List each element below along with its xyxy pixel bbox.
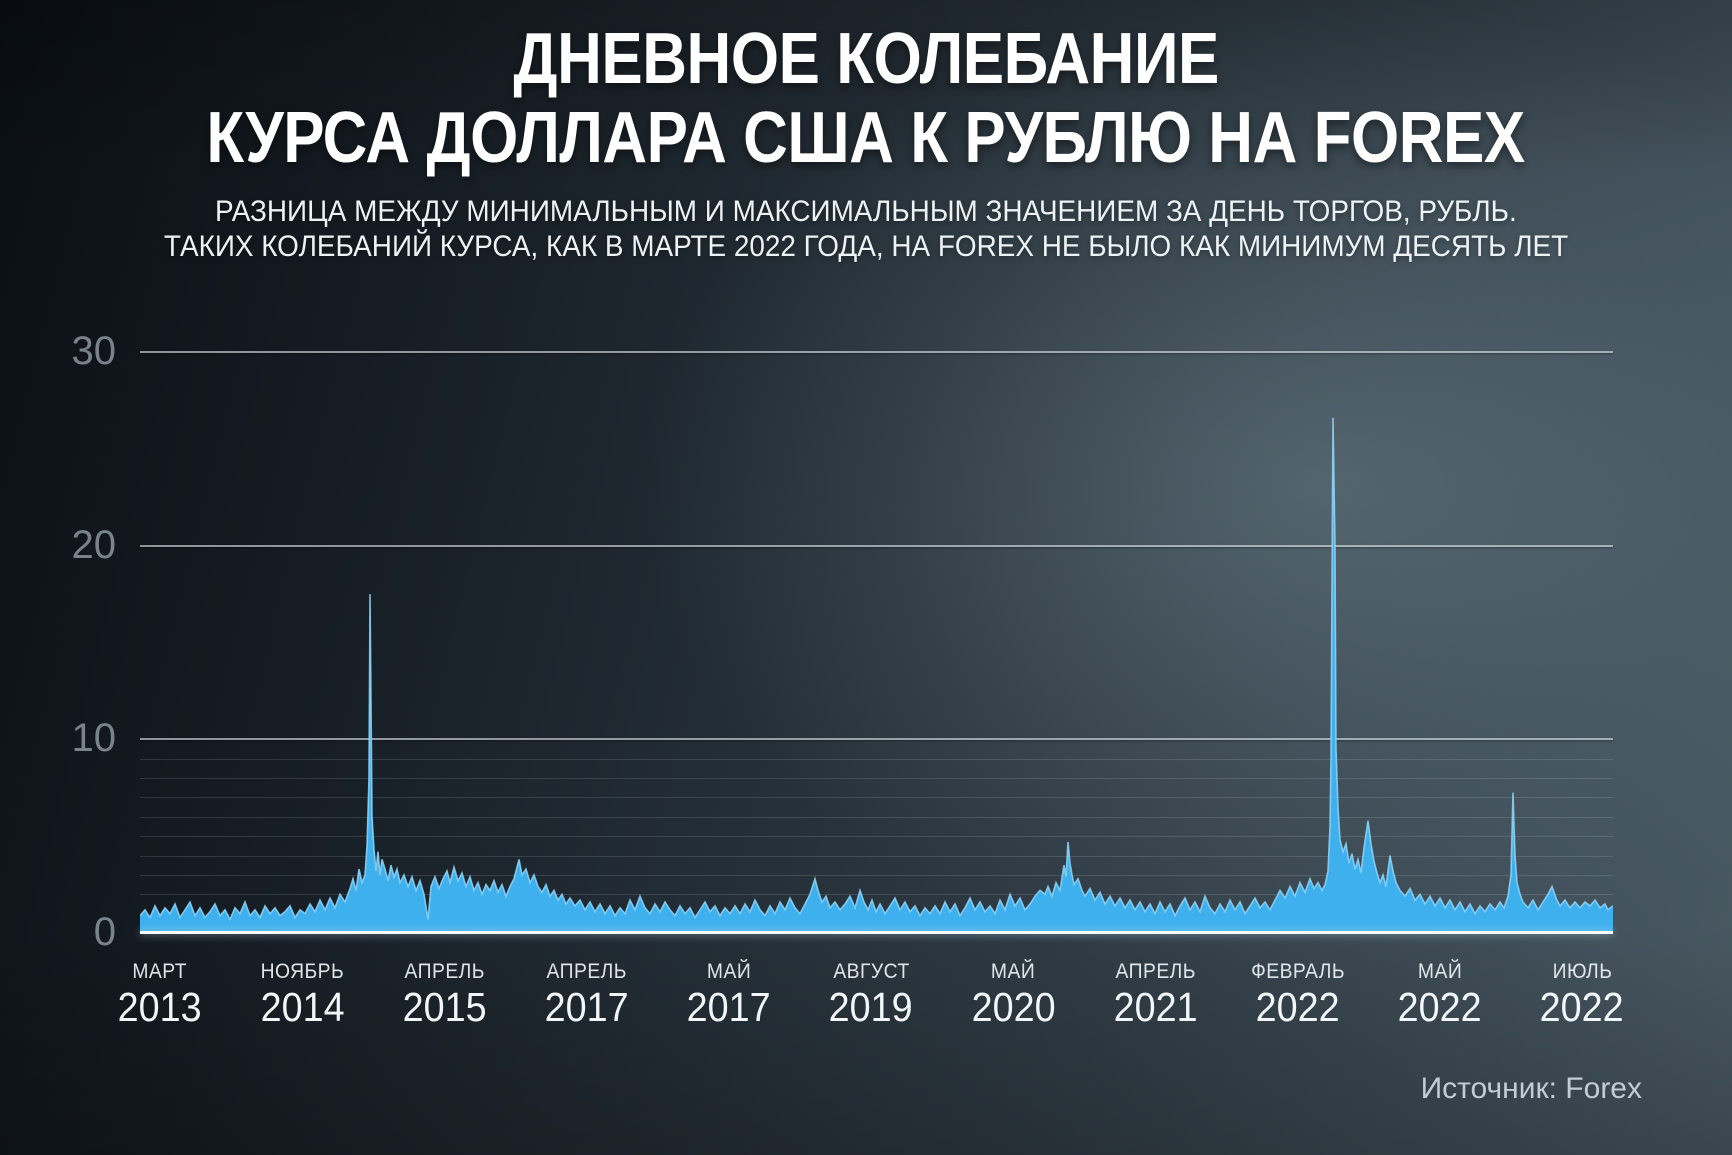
page-subtitle-line-2: ТАКИХ КОЛЕБАНИЙ КУРСА, КАК В МАРТЕ 2022 …: [163, 230, 1569, 263]
y-tick-label-30: 30: [71, 329, 117, 373]
y-tick-label-0: 0: [93, 910, 116, 954]
x-tick-month: АПРЕЛЬ: [1115, 960, 1196, 983]
x-tick-year: 2020: [971, 984, 1056, 1030]
major-gridline-10: [140, 738, 1613, 741]
x-tick-month: ИЮЛЬ: [1552, 960, 1612, 983]
page-subtitle: РАЗНИЦА МЕЖДУ МИНИМАЛЬНЫМ И МАКСИМАЛЬНЫМ…: [0, 194, 1732, 264]
minor-gridline-2: [140, 894, 1613, 896]
x-tick-year: 2014: [260, 984, 345, 1030]
page-title: ДНЕВНОЕ КОЛЕБАНИЕ КУРСА ДОЛЛАРА США К РУ…: [0, 20, 1732, 178]
x-tick-label-ноябрь-2014: НОЯБРЬ 2014: [202, 960, 402, 1029]
x-tick-year: 2019: [829, 984, 914, 1030]
x-tick-label-февраль-2022: ФЕВРАЛЬ 2022: [1198, 960, 1398, 1029]
x-tick-label-май-2017: МАЙ 2017: [629, 960, 829, 1029]
x-tick-label-май-2020: МАЙ 2020: [913, 960, 1113, 1029]
area-fill: [140, 417, 1613, 933]
chart-plot-area: [140, 351, 1613, 934]
page-subtitle-line-1: РАЗНИЦА МЕЖДУ МИНИМАЛЬНЫМ И МАКСИМАЛЬНЫМ…: [215, 195, 1517, 228]
x-tick-label-апрель-2015: АПРЕЛЬ 2015: [344, 960, 544, 1029]
x-tick-year: 2022: [1540, 984, 1625, 1030]
minor-gridline-6: [140, 816, 1613, 818]
x-tick-month: МАРТ: [132, 960, 188, 983]
major-gridline-30: [140, 351, 1613, 353]
page-title-line-2: КУРСА ДОЛЛАРА США К РУБЛЮ НА FOREX: [206, 98, 1526, 178]
x-tick-year: 2013: [118, 984, 202, 1030]
x-tick-month: АВГУСТ: [832, 960, 910, 983]
x-tick-month: НОЯБРЬ: [260, 960, 344, 983]
x-tick-label-апрель-2021: АПРЕЛЬ 2021: [1055, 960, 1255, 1029]
usd-rub-daily-range-area-chart: [140, 417, 1613, 933]
y-tick-label-20: 20: [71, 522, 117, 567]
x-tick-year: 2017: [686, 984, 771, 1030]
x-tick-label-апрель-2017: АПРЕЛЬ 2017: [487, 960, 687, 1029]
x-tick-label-март-2013: МАРТ 2013: [60, 960, 260, 1029]
x-tick-year: 2021: [1113, 984, 1198, 1030]
minor-gridline-4: [140, 855, 1613, 857]
x-tick-label-май-2022: МАЙ 2022: [1340, 960, 1540, 1029]
x-tick-month: АПРЕЛЬ: [546, 960, 627, 983]
x-tick-month: МАЙ: [1417, 960, 1462, 983]
page-title-line-1: ДНЕВНОЕ КОЛЕБАНИЕ: [513, 19, 1219, 99]
x-tick-year: 2017: [544, 984, 629, 1030]
area-top-edge: [140, 417, 1613, 922]
x-tick-year: 2022: [1255, 984, 1340, 1030]
x-tick-year: 2015: [402, 984, 487, 1030]
y-tick-label-10: 10: [71, 716, 117, 761]
x-tick-label-июль-2022: ИЮЛЬ 2022: [1482, 960, 1682, 1029]
x-tick-month: АПРЕЛЬ: [404, 960, 485, 983]
minor-gridline-5: [140, 836, 1613, 838]
minor-gridline-3: [140, 874, 1613, 876]
x-tick-year: 2022: [1397, 984, 1482, 1030]
x-tick-label-август-2019: АВГУСТ 2019: [771, 960, 971, 1029]
major-gridline-20: [140, 544, 1613, 547]
x-tick-month: ФЕВРАЛЬ: [1250, 960, 1345, 983]
x-axis-baseline: [140, 931, 1613, 934]
x-tick-month: МАЙ: [706, 960, 751, 983]
minor-gridline-7: [140, 797, 1613, 799]
source-caption: Источник: Forex: [1420, 1072, 1642, 1105]
x-tick-month: МАЙ: [991, 960, 1036, 983]
minor-gridline-8: [140, 778, 1613, 780]
minor-gridline-9: [140, 758, 1613, 760]
